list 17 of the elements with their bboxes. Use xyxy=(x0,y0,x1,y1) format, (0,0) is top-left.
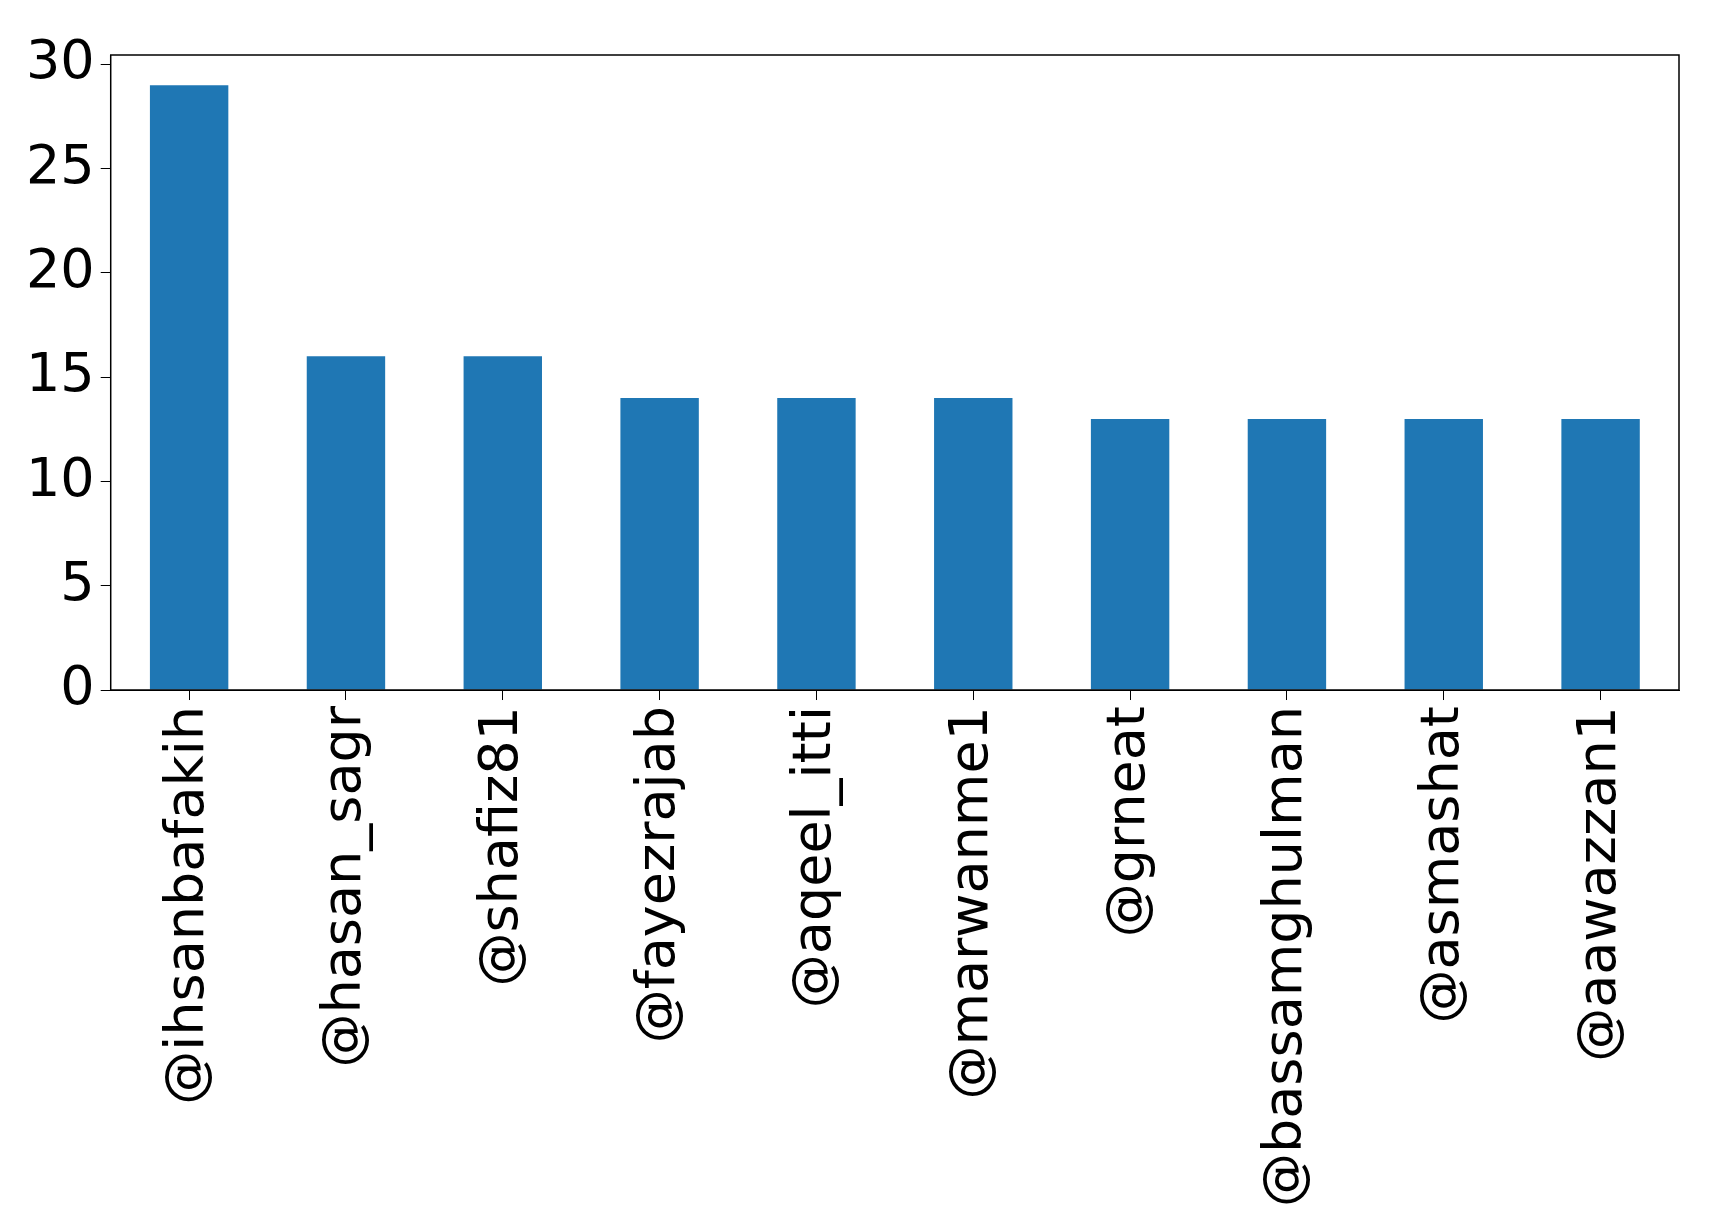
x-tick-label: @bassamghulman xyxy=(1250,706,1314,1208)
y-tick-label: 10 xyxy=(25,445,95,509)
x-tick-label: @asmashat xyxy=(1407,706,1471,1024)
x-tick-label: @grneat xyxy=(1094,706,1158,938)
y-tick-label: 15 xyxy=(25,341,95,405)
x-tick-label: @ihsanbafakih xyxy=(153,706,217,1105)
y-tick-label: 20 xyxy=(25,236,95,300)
y-tick-label: 30 xyxy=(25,28,95,92)
y-tick-label: 25 xyxy=(25,132,95,196)
x-tick-label: @hasan_sagr xyxy=(309,705,373,1068)
x-tick-label: @aawazzan1 xyxy=(1564,706,1628,1062)
y-tick-label: 0 xyxy=(60,654,95,718)
x-tick-label: @aqeel_itti xyxy=(780,706,844,1009)
x-tick-label: @shafiz81 xyxy=(466,706,530,987)
x-tick-label: @marwanme1 xyxy=(937,706,1001,1100)
y-tick-label: 5 xyxy=(60,549,95,613)
x-tick-label: @fayezrajab xyxy=(623,706,687,1044)
